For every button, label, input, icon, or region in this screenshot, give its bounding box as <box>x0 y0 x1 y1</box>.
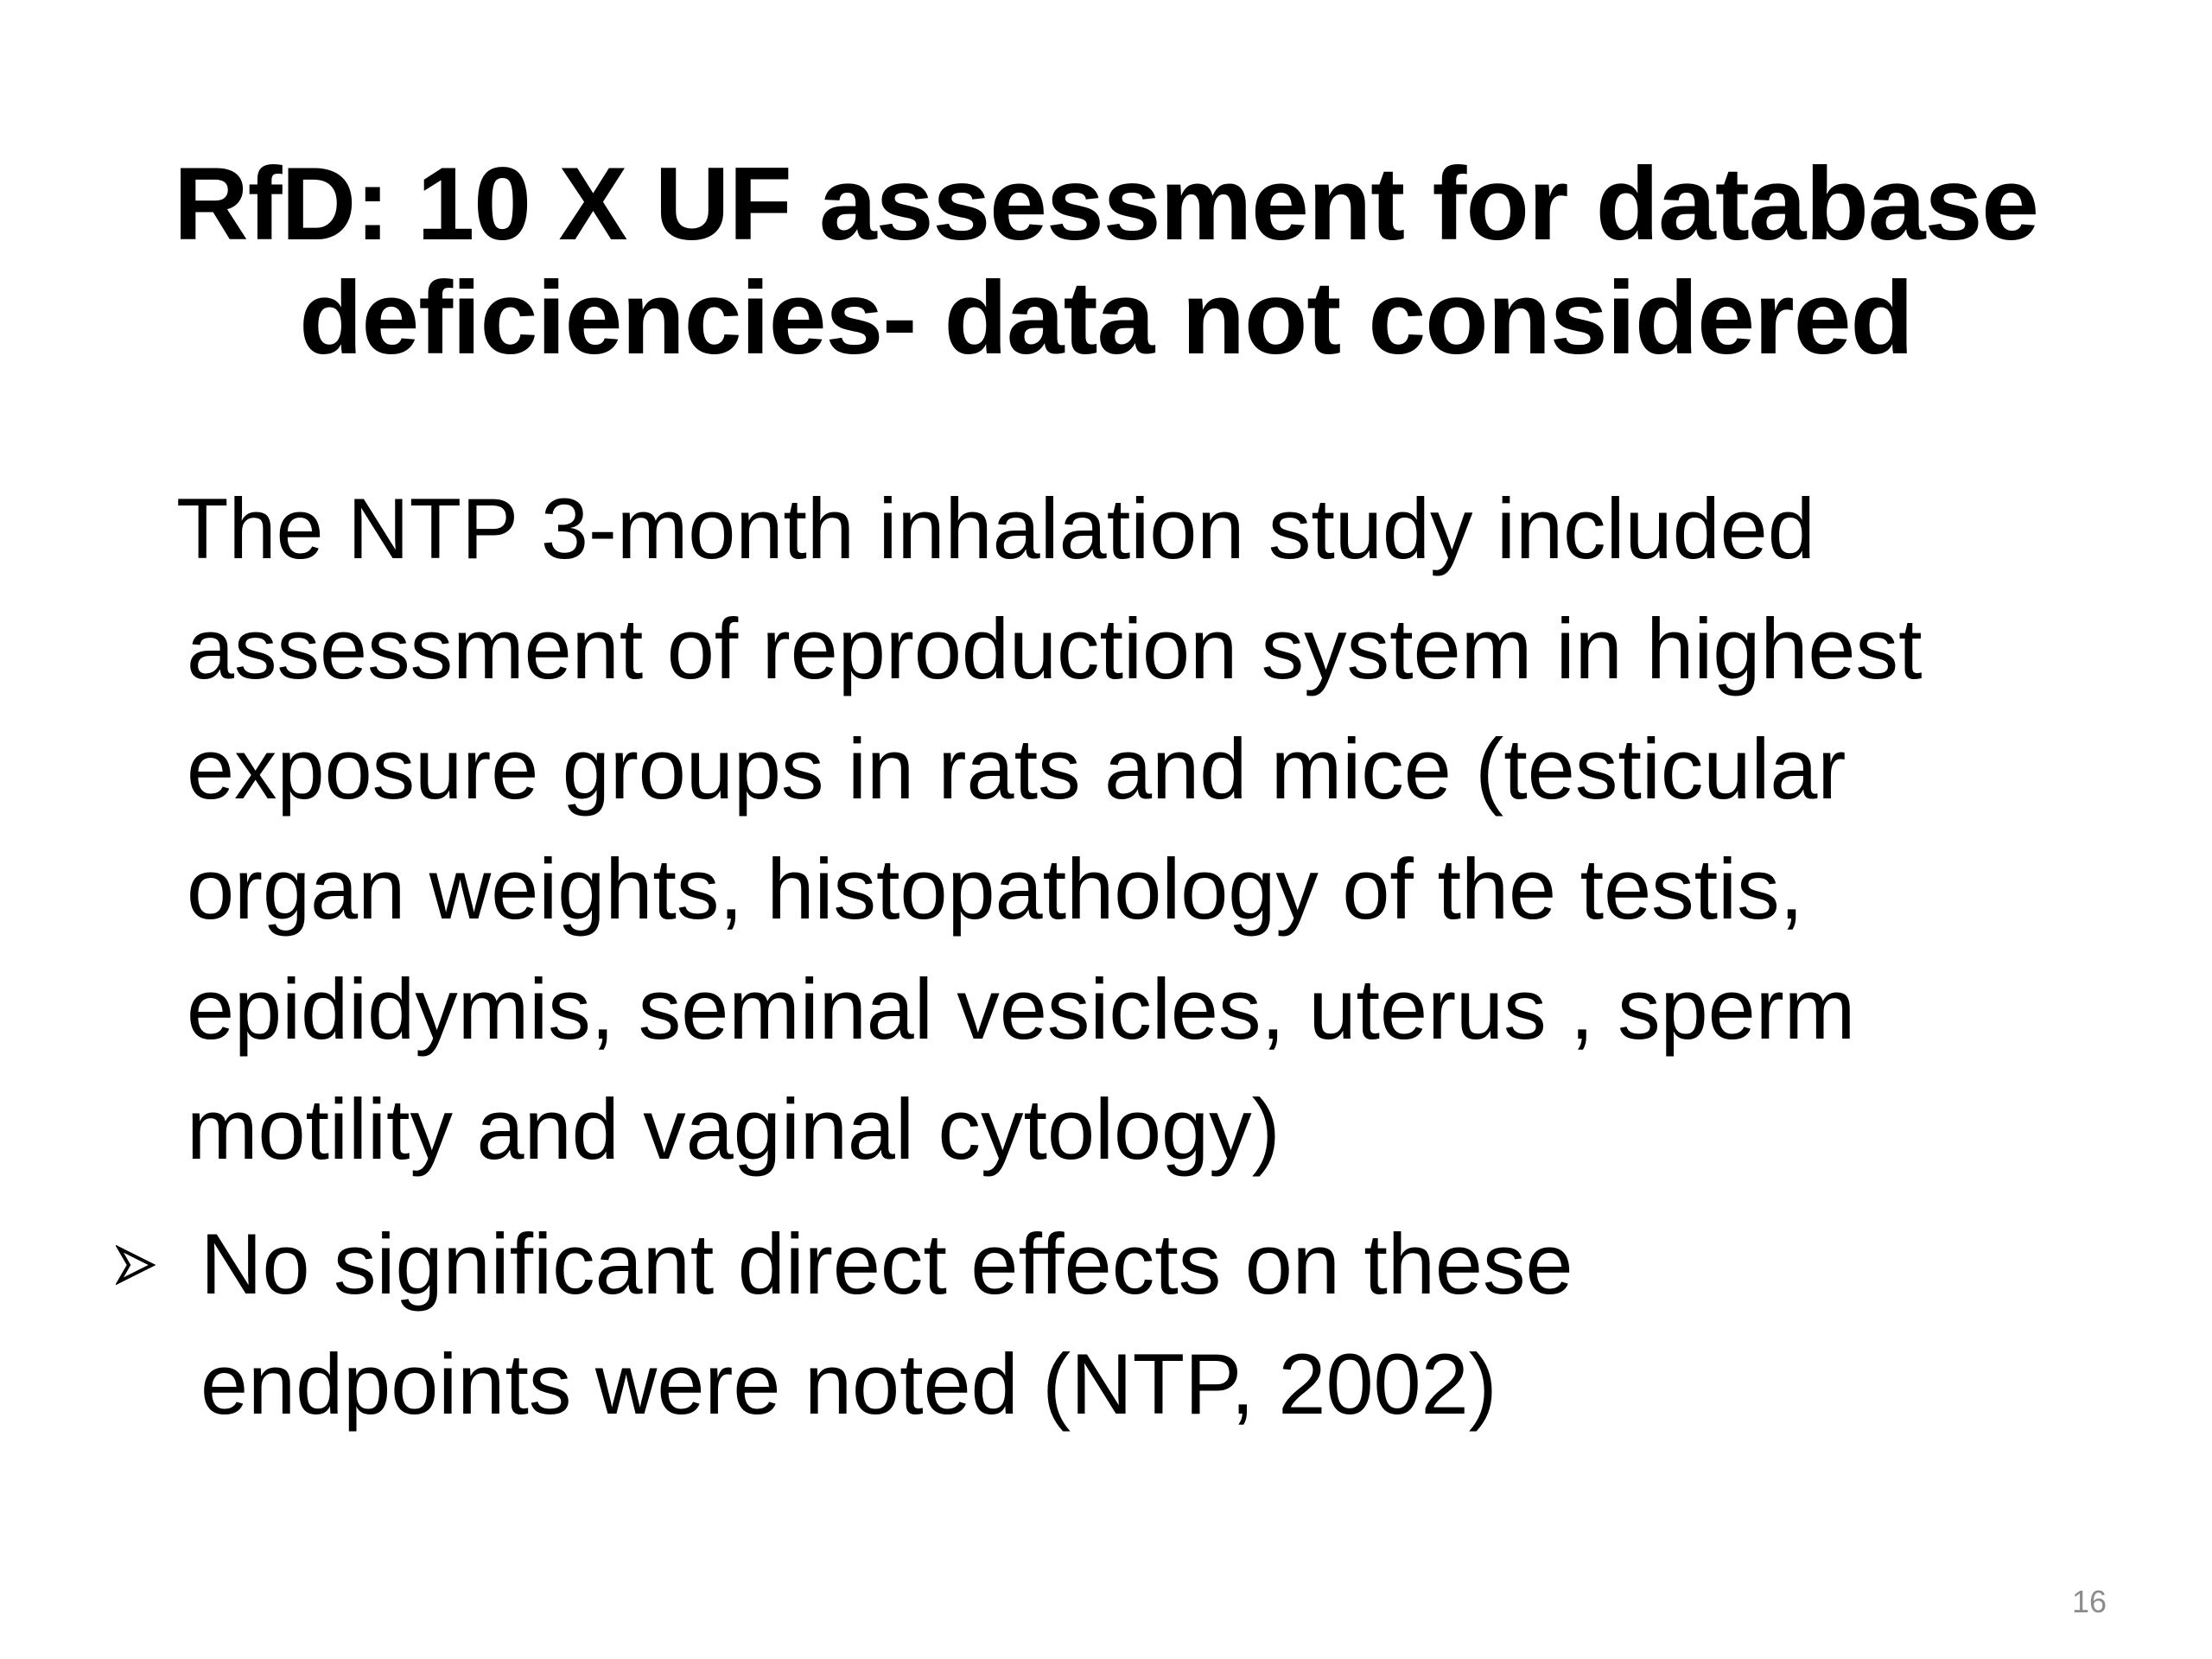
page-number: 16 <box>2071 1584 2107 1619</box>
slide-title: RfD: 10 X UF assessment for database def… <box>104 147 2108 375</box>
paragraph-line-6: motility and vaginal cytology) <box>187 1081 1281 1177</box>
bullet-text: No significant direct effects on these e… <box>200 1204 1573 1444</box>
paragraph-line-5: epididymis, seminal vesicles, uterus , s… <box>187 961 1856 1057</box>
arrowhead-bullet-icon <box>116 1245 156 1285</box>
slide-title-line-1: RfD: 10 X UF assessment for database <box>173 146 2039 262</box>
slide-title-line-2: deficiencies- data not considered <box>299 260 1914 376</box>
paragraph-line-2: assessment of reproduction system in hig… <box>187 601 1923 696</box>
body-paragraph: The NTP 3-month inhalation study include… <box>176 468 2139 1189</box>
paragraph-line-1: The NTP 3-month inhalation study include… <box>176 480 1815 576</box>
paragraph-line-3: exposure groups in rats and mice (testic… <box>187 721 1847 817</box>
paragraph-line-4: organ weights, histopathology of the tes… <box>187 841 1804 937</box>
bullet-line-1: No significant direct effects on these <box>200 1216 1573 1312</box>
bullet-line-2: endpoints were noted (NTP, 2002) <box>200 1336 1497 1432</box>
